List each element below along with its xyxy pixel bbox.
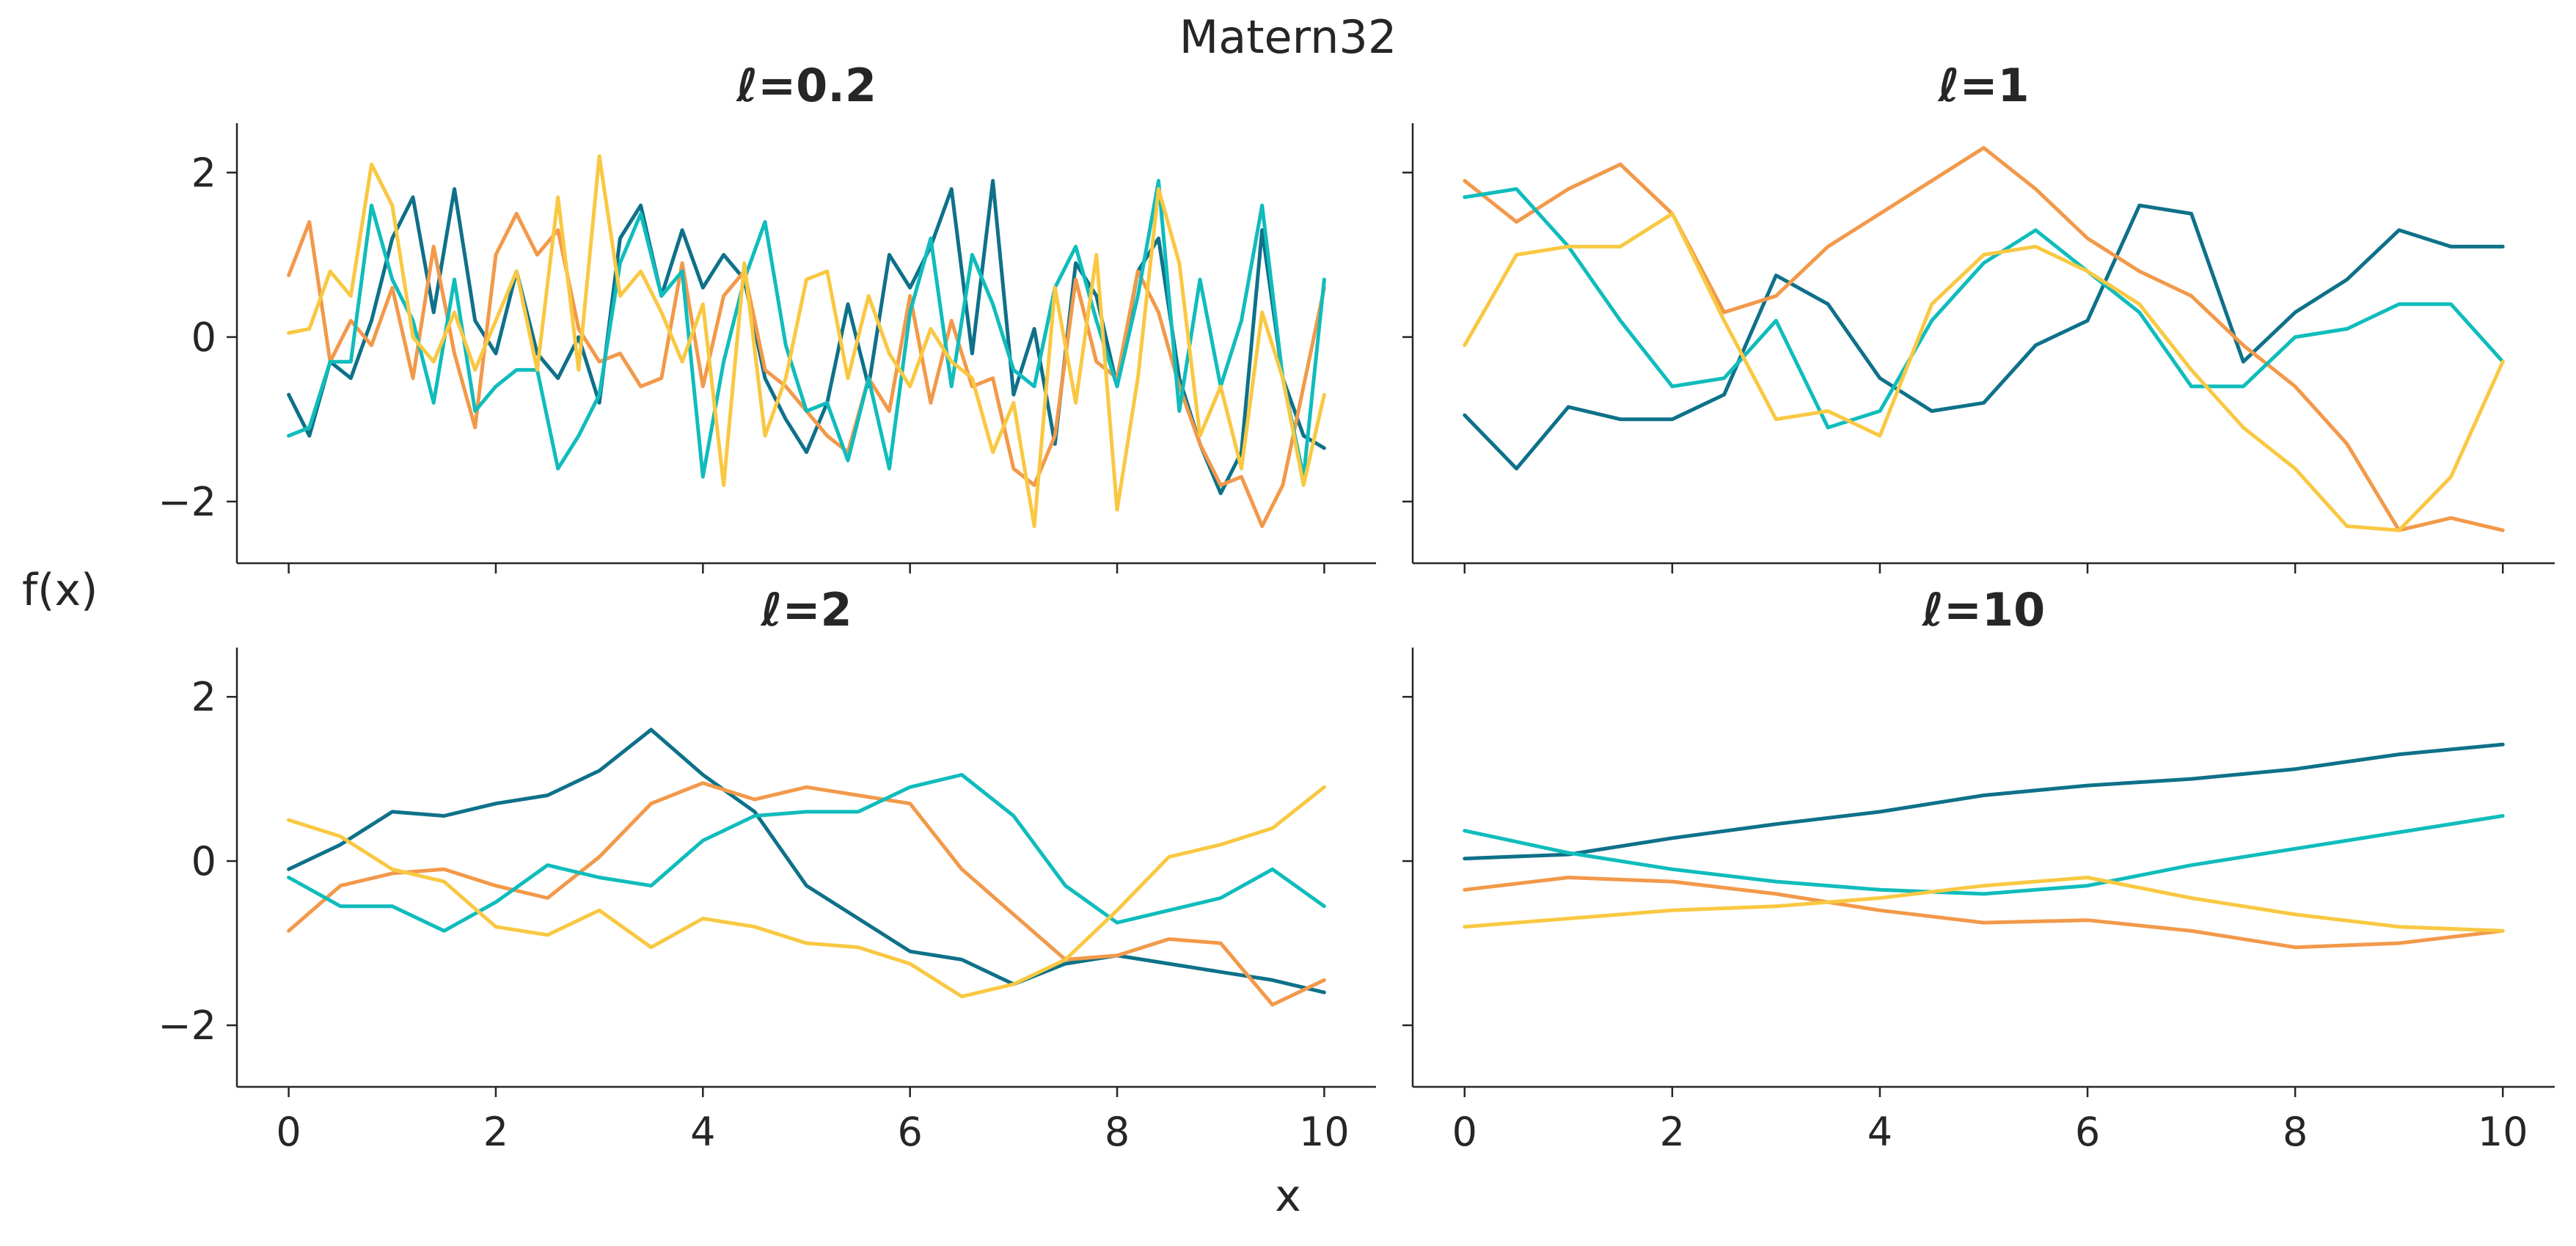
panel-4-x-tick-label: 2 <box>1660 1109 1685 1155</box>
panel-2-series-2-line <box>1463 146 2505 532</box>
panel-4-x-tick-label: 6 <box>2075 1109 2100 1155</box>
panel-2-series-3-line <box>1463 187 2505 430</box>
panel-3-series-2-line <box>287 781 1326 1007</box>
panel-4-series-2-line <box>1463 876 2505 950</box>
panel-3-x-tick-label: 2 <box>483 1109 508 1155</box>
panel-1-series-4-line <box>287 154 1326 528</box>
panel-4-x-tick-label: 10 <box>2478 1109 2528 1155</box>
figure-suptitle: Matern32 <box>1179 10 1397 64</box>
panel-4-title: ℓ=10 <box>1922 583 2045 637</box>
panel-1-title: ℓ=0.2 <box>736 59 877 112</box>
panel-3-x-tick-label: 0 <box>276 1109 301 1155</box>
panel-4-series-3-line <box>1463 814 2505 896</box>
panel-2-title: ℓ=1 <box>1937 59 2029 112</box>
figure-y-label: f(x) <box>22 565 98 616</box>
panel-4-series-4-line <box>1463 876 2505 933</box>
panel-2-series-1-line <box>1463 203 2505 471</box>
panel-3-title: ℓ=2 <box>760 583 852 637</box>
panel-1-y-tick-label: 0 <box>191 315 216 361</box>
panel-3-y-tick-label: 2 <box>191 674 216 720</box>
panel-1-y-tick-label: 2 <box>191 150 216 196</box>
panel-3-x-tick-label: 8 <box>1105 1109 1130 1155</box>
panel-3-series-4-line <box>287 785 1326 999</box>
panel-2-series-4-line <box>1463 211 2505 532</box>
panel-3-y-tick-label: −2 <box>158 1003 216 1049</box>
panel-3-x-tick-label: 10 <box>1299 1109 1350 1155</box>
panel-3-series-1-line <box>287 728 1326 994</box>
panel-4-series-1-line <box>1463 742 2505 861</box>
panel-3-y-tick-label: 0 <box>191 838 216 884</box>
panel-1-y-tick-label: −2 <box>158 479 216 525</box>
panel-4-x-tick-label: 8 <box>2283 1109 2308 1155</box>
panel-3-x-tick-label: 6 <box>898 1109 923 1155</box>
panel-4-x-tick-label: 4 <box>1867 1109 1892 1155</box>
panel-3-x-tick-label: 4 <box>690 1109 715 1155</box>
panel-4-x-tick-label: 0 <box>1452 1109 1477 1155</box>
figure-x-label: x <box>1275 1170 1301 1222</box>
panel-1-series-3-line <box>287 179 1326 479</box>
panel-3-series-3-line <box>287 773 1326 933</box>
